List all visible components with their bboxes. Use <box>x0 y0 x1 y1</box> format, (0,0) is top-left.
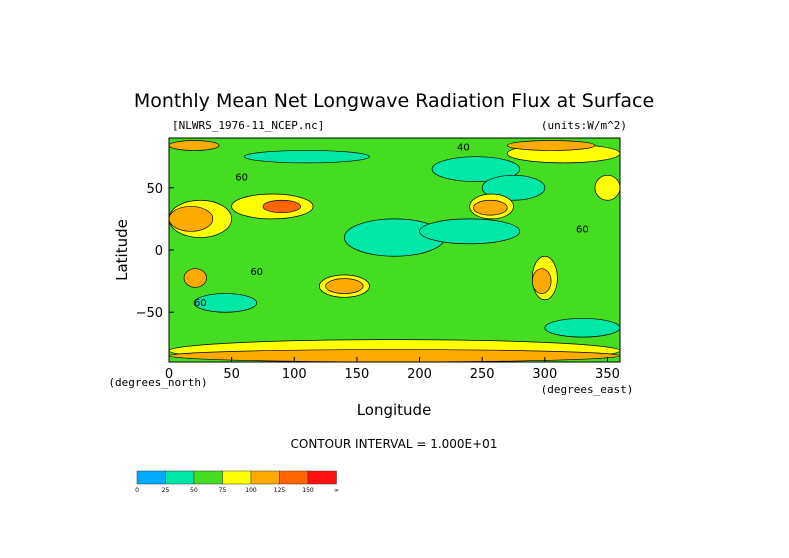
units-label: (units:W/m^2) <box>541 119 627 132</box>
colorbar-tick-label: 0 <box>135 487 139 494</box>
colorbar-tick-label: ∞ <box>334 487 339 494</box>
colorbar-swatch <box>222 470 252 485</box>
field-region <box>506 140 596 151</box>
x-tick-label: 300 <box>532 367 557 382</box>
x-tick-label: 0 <box>165 367 173 382</box>
x-axis-ticks: 0 50 100 150 200 250 300 350 <box>165 357 620 382</box>
field-region <box>544 318 621 338</box>
x-tick-label: 100 <box>282 367 307 382</box>
field-region <box>594 174 621 201</box>
colorbar-tick-label: 100 <box>245 487 257 494</box>
colorbar-swatch <box>193 470 223 485</box>
contour-label: 60 <box>250 267 263 278</box>
colorbar-swatch <box>136 470 166 485</box>
field-region <box>325 278 364 294</box>
x-tick-label: 150 <box>345 367 370 382</box>
field-region <box>531 268 552 294</box>
colorbar-swatch <box>165 470 195 485</box>
colorbar-tick-label: 25 <box>162 487 170 494</box>
colorbar: 0 25 50 75 100 125 150 ∞ <box>135 470 339 494</box>
plot-area: 60 60 60 40 60 <box>168 138 621 363</box>
y-tick-label: −50 <box>136 306 163 321</box>
file-label: [NLWRS_1976-11_NCEP.nc] <box>172 119 324 132</box>
field-region <box>168 349 621 363</box>
colorbar-tick-label: 50 <box>190 487 198 494</box>
field-region <box>168 140 220 151</box>
colorbar-swatch <box>307 470 337 485</box>
field-region <box>262 199 301 214</box>
colorbar-swatch <box>279 470 309 485</box>
contour-label: 60 <box>576 225 589 236</box>
y-tick-label: 0 <box>155 244 163 259</box>
y-axis-ticks: 50 0 −50 <box>136 182 174 321</box>
field-region <box>183 268 207 288</box>
chart-title: Monthly Mean Net Longwave Radiation Flux… <box>134 90 654 112</box>
colorbar-swatch <box>250 470 280 485</box>
field-region <box>473 199 508 216</box>
field-region <box>431 156 521 182</box>
x-unit-label: (degrees_east) <box>541 383 634 396</box>
field-region <box>481 174 546 201</box>
x-tick-label: 350 <box>595 367 620 382</box>
y-tick-label: 50 <box>146 182 163 197</box>
contour-interval-note: CONTOUR INTERVAL = 1.000E+01 <box>291 437 498 451</box>
colorbar-tick-label: 125 <box>274 487 286 494</box>
x-axis-label: Longitude <box>357 401 432 419</box>
field-region <box>243 150 370 164</box>
x-tick-label: 200 <box>407 367 432 382</box>
contour-label: 60 <box>235 172 248 183</box>
contour-label: 60 <box>194 298 207 309</box>
colorbar-tick-label: 150 <box>302 487 314 494</box>
colorbar-tick-label: 75 <box>219 487 227 494</box>
field-region <box>193 293 258 313</box>
x-tick-label: 250 <box>470 367 495 382</box>
field-region <box>168 206 214 232</box>
y-axis-label: Latitude <box>113 219 131 281</box>
x-tick-label: 50 <box>223 367 240 382</box>
y-unit-label: (degrees_north) <box>108 376 207 389</box>
contour-label: 40 <box>457 142 470 153</box>
field-region <box>419 218 521 245</box>
